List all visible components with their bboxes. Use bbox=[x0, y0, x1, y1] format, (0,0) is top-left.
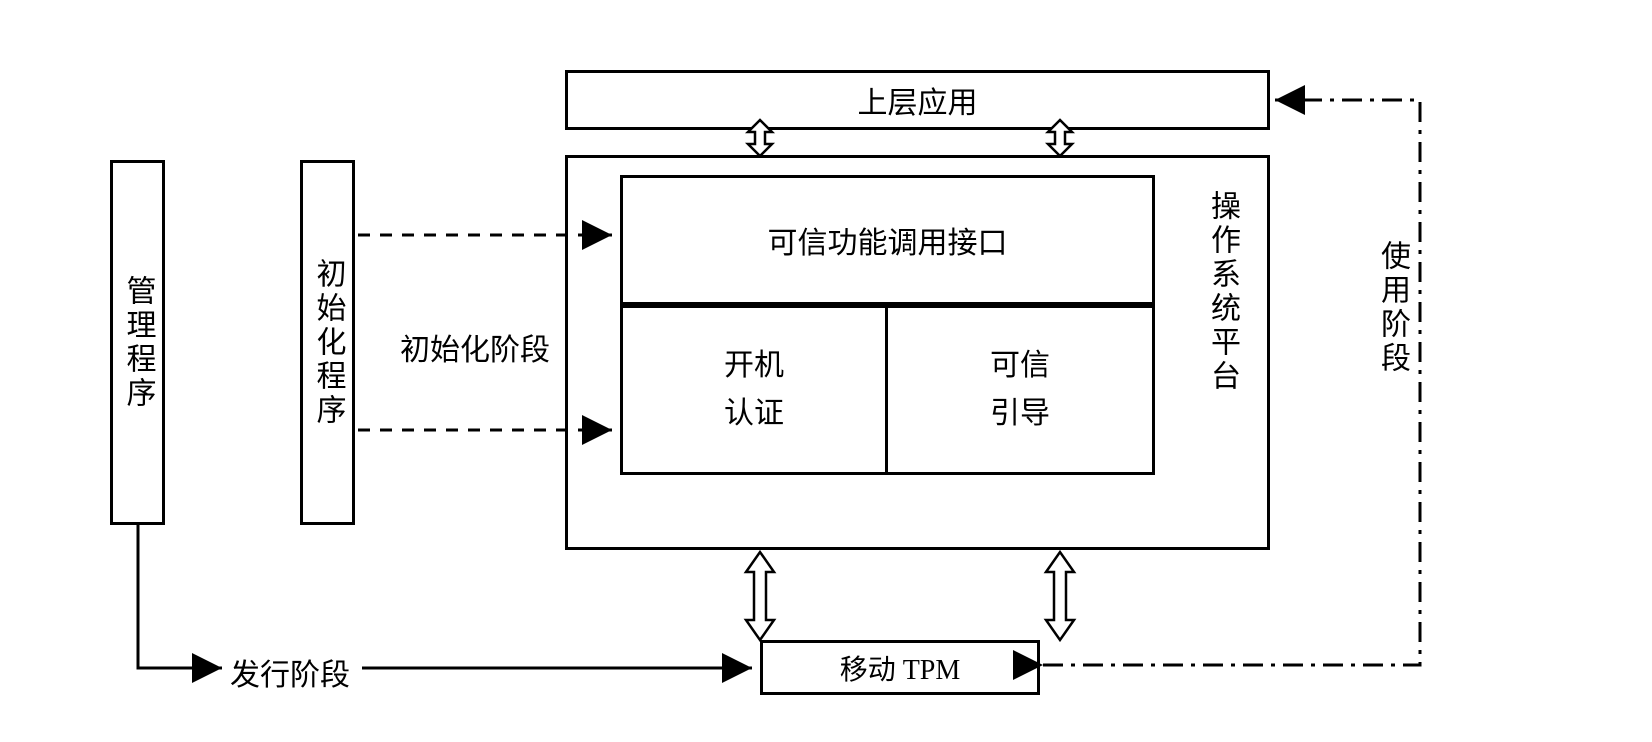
trusted-boot-box: 可信 引导 bbox=[885, 305, 1155, 475]
init-program-box: 初始化程序 bbox=[300, 160, 355, 525]
boot-auth-label-2: 认证 bbox=[724, 390, 784, 438]
double-arrow-bottom-left bbox=[746, 552, 774, 640]
boot-auth-box: 开机 认证 bbox=[620, 305, 888, 475]
init-phase-label: 初始化阶段 bbox=[400, 325, 550, 369]
trusted-api-label: 可信功能调用接口 bbox=[768, 218, 1008, 262]
upper-app-label: 上层应用 bbox=[858, 78, 978, 122]
double-arrow-bottom-right bbox=[1046, 552, 1074, 640]
issue-phase-label: 发行阶段 bbox=[230, 650, 350, 694]
trusted-boot-label-2: 引导 bbox=[990, 390, 1050, 438]
mobile-tpm-label: 移动 TPM bbox=[840, 648, 961, 688]
trusted-api-box: 可信功能调用接口 bbox=[620, 175, 1155, 305]
usage-phase-label: 使用阶段 bbox=[1370, 240, 1414, 376]
boot-auth-label-1: 开机 bbox=[724, 342, 784, 390]
trusted-boot-label-1: 可信 bbox=[990, 342, 1050, 390]
upper-app-box: 上层应用 bbox=[565, 70, 1270, 130]
os-platform-label: 操作系统平台 bbox=[1200, 190, 1244, 394]
management-program-label: 管理程序 bbox=[116, 275, 160, 411]
mobile-tpm-box: 移动 TPM bbox=[760, 640, 1040, 695]
mgmt-to-issue-line bbox=[138, 525, 222, 668]
management-program-box: 管理程序 bbox=[110, 160, 165, 525]
init-program-label: 初始化程序 bbox=[306, 258, 350, 428]
